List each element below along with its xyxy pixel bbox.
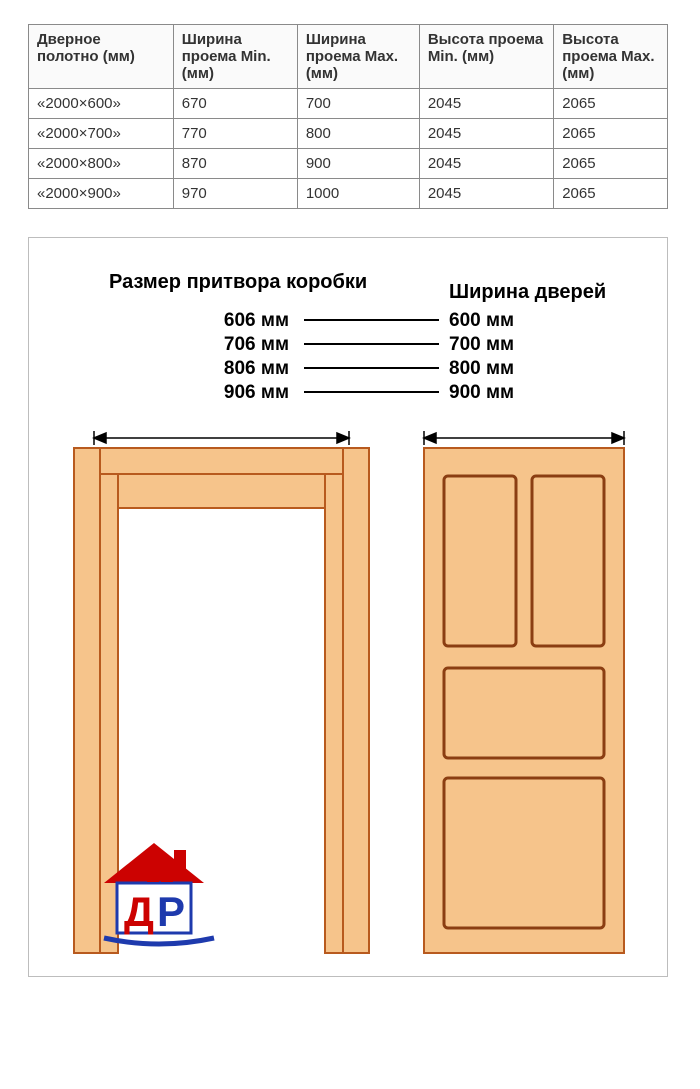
cell: 2045 xyxy=(419,89,553,119)
table-row: «2000×600» 670 700 2045 2065 xyxy=(29,89,668,119)
col-header: Ширина проема Min. (мм) xyxy=(173,25,297,89)
dimension-arrows xyxy=(94,431,624,445)
table-row: «2000×800» 870 900 2045 2065 xyxy=(29,149,668,179)
logo-underline xyxy=(104,938,214,944)
cell: 700 xyxy=(297,89,419,119)
cell: 800 xyxy=(297,119,419,149)
frame-size-title: Размер притвора коробки xyxy=(109,271,367,293)
cell: «2000×700» xyxy=(29,119,174,149)
brand-logo-icon: Д Р xyxy=(104,843,214,944)
cell: 870 xyxy=(173,149,297,179)
cell: «2000×900» xyxy=(29,179,174,209)
cell: 770 xyxy=(173,119,297,149)
door-diagram-svg: Размер притвора коробки Ширина дверей 60… xyxy=(29,238,669,978)
cell: 2065 xyxy=(554,89,668,119)
cell: 1000 xyxy=(297,179,419,209)
col-header: Высота проема Min. (мм) xyxy=(419,25,553,89)
logo-letter-d: Д xyxy=(124,888,154,935)
cell: 970 xyxy=(173,179,297,209)
door-diagram-panel: Размер притвора коробки Ширина дверей 60… xyxy=(28,237,668,977)
table-row: «2000×900» 970 1000 2045 2065 xyxy=(29,179,668,209)
door-width-title: Ширина дверей xyxy=(449,281,606,303)
cell: 2045 xyxy=(419,149,553,179)
frame-size-value: 606 мм xyxy=(224,310,289,331)
frame-size-value: 906 мм xyxy=(224,382,289,403)
door-width-value: 700 мм xyxy=(449,334,514,355)
table-header-row: Дверное полотно (мм) Ширина проема Min. … xyxy=(29,25,668,89)
door-leaf-icon xyxy=(424,448,624,953)
cell: 670 xyxy=(173,89,297,119)
door-width-value: 900 мм xyxy=(449,382,514,403)
col-header: Ширина проема Max. (мм) xyxy=(297,25,419,89)
door-size-table: Дверное полотно (мм) Ширина проема Min. … xyxy=(28,24,668,209)
table-row: «2000×700» 770 800 2045 2065 xyxy=(29,119,668,149)
cell: 900 xyxy=(297,149,419,179)
col-header: Высота проема Max. (мм) xyxy=(554,25,668,89)
cell: 2045 xyxy=(419,179,553,209)
frame-size-value: 706 мм xyxy=(224,334,289,355)
col-header: Дверное полотно (мм) xyxy=(29,25,174,89)
cell: 2065 xyxy=(554,179,668,209)
cell: 2065 xyxy=(554,119,668,149)
door-width-value: 600 мм xyxy=(449,310,514,331)
cell: «2000×600» xyxy=(29,89,174,119)
logo-letter-r: Р xyxy=(157,888,185,935)
size-pairs: 606 мм 600 мм 706 мм 700 мм 806 мм 800 м… xyxy=(224,310,514,403)
cell: 2065 xyxy=(554,149,668,179)
door-width-value: 800 мм xyxy=(449,358,514,379)
frame-size-value: 806 мм xyxy=(224,358,289,379)
cell: «2000×800» xyxy=(29,149,174,179)
cell: 2045 xyxy=(419,119,553,149)
